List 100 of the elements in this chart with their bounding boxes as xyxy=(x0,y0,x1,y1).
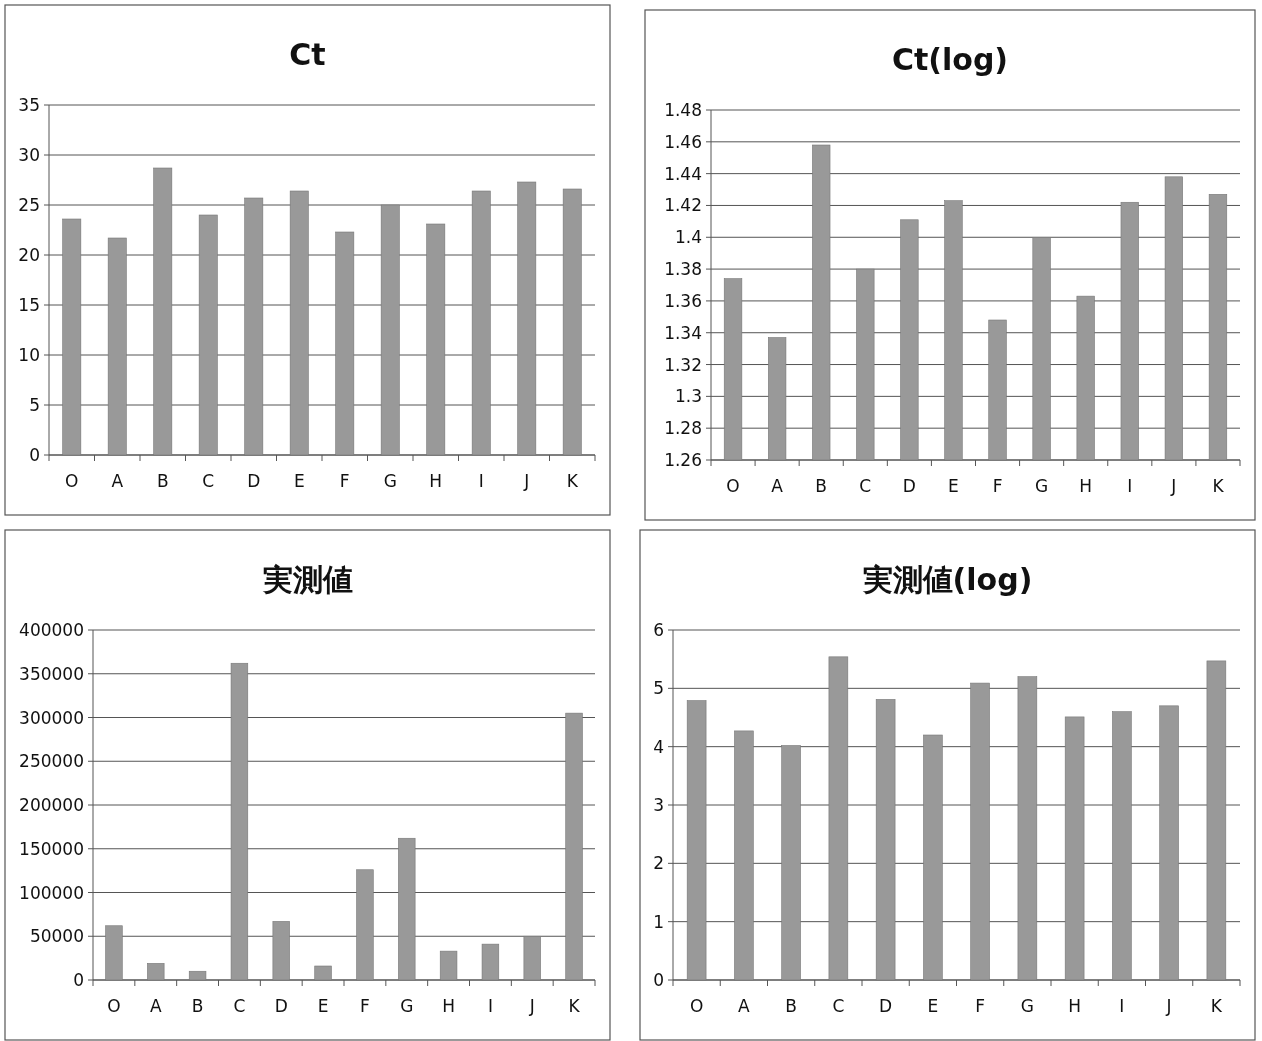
bar xyxy=(481,943,500,981)
y-tick-label: 25 xyxy=(18,195,40,215)
y-tick-label: 1.44 xyxy=(664,163,702,184)
x-tick-label: I xyxy=(1119,996,1125,1016)
y-tick-label: 1.26 xyxy=(664,450,702,470)
x-tick-label: B xyxy=(785,996,797,1016)
bar xyxy=(105,925,123,981)
y-tick-label: 200000 xyxy=(19,795,84,815)
x-tick-label: C xyxy=(832,996,845,1016)
y-tick-label: 1.42 xyxy=(664,195,702,216)
x-tick-label: O xyxy=(65,471,79,491)
y-tick-label: 1.36 xyxy=(664,290,702,311)
bar xyxy=(875,699,896,981)
bar xyxy=(970,682,990,981)
y-tick-label: 350000 xyxy=(19,663,84,684)
chart-title: 実測値 xyxy=(261,562,353,597)
x-tick-label: E xyxy=(948,476,959,496)
x-tick-label: I xyxy=(478,471,484,491)
x-tick-label: J xyxy=(528,996,535,1016)
x-tick-label: F xyxy=(992,476,1003,496)
x-tick-label: E xyxy=(927,996,939,1016)
y-tick-label: 50000 xyxy=(29,926,84,947)
x-tick-label: D xyxy=(274,996,288,1016)
bar xyxy=(314,965,332,981)
bar xyxy=(188,970,207,981)
x-tick-label: H xyxy=(1068,996,1082,1016)
bar xyxy=(1064,716,1085,981)
x-tick-label: C xyxy=(859,476,872,496)
bar xyxy=(356,869,374,981)
y-tick-label: 5 xyxy=(653,678,664,699)
y-tick-label: 30 xyxy=(18,145,40,165)
bar xyxy=(923,734,943,981)
bar xyxy=(562,188,582,456)
y-tick-label: 1.48 xyxy=(664,100,702,120)
bar xyxy=(426,223,446,456)
x-tick-label: D xyxy=(902,476,916,496)
y-tick-label: 0 xyxy=(73,970,84,990)
y-tick-label: 1 xyxy=(653,911,664,932)
x-tick-label: J xyxy=(1170,476,1177,496)
y-tick-label: 1.32 xyxy=(664,354,702,375)
bar xyxy=(272,921,290,981)
y-tick-label: 15 xyxy=(18,295,40,315)
bar xyxy=(147,963,165,981)
y-tick-label: 20 xyxy=(18,245,40,265)
x-tick-label: B xyxy=(156,471,169,491)
x-tick-label: B xyxy=(191,996,204,1016)
x-tick-label: I xyxy=(1127,476,1133,496)
x-tick-label: H xyxy=(1079,476,1093,496)
x-tick-label: C xyxy=(202,471,215,491)
y-tick-label: 1.4 xyxy=(674,227,702,248)
x-tick-label: D xyxy=(879,996,893,1016)
bar xyxy=(686,700,707,981)
y-tick-label: 1.3 xyxy=(674,386,702,407)
y-tick-label: 100000 xyxy=(19,882,84,903)
x-tick-label: C xyxy=(233,996,246,1016)
y-tick-label: 5 xyxy=(29,395,40,415)
x-tick-label: H xyxy=(429,471,443,491)
chart-title: 実測値(log) xyxy=(861,562,1033,597)
bar xyxy=(1017,676,1038,981)
bar xyxy=(107,237,127,456)
y-tick-label: 4 xyxy=(653,736,664,757)
bar xyxy=(523,935,541,981)
x-tick-label: A xyxy=(111,471,124,491)
bar xyxy=(398,837,416,981)
x-tick-label: A xyxy=(738,996,751,1016)
bar xyxy=(1159,705,1179,981)
y-tick-label: 35 xyxy=(18,95,40,115)
bar xyxy=(230,662,249,981)
x-tick-label: G xyxy=(1035,476,1049,496)
chart-title: Ct xyxy=(289,37,326,72)
bar xyxy=(1206,660,1227,981)
y-tick-label: 0 xyxy=(653,970,664,990)
x-tick-label: O xyxy=(107,996,121,1016)
bar xyxy=(439,950,458,981)
x-tick-label: K xyxy=(1212,476,1225,496)
x-tick-label: I xyxy=(487,996,493,1016)
x-tick-label: A xyxy=(149,996,162,1016)
y-tick-label: 250000 xyxy=(19,751,84,772)
y-tick-label: 0 xyxy=(29,445,40,465)
y-tick-label: 400000 xyxy=(19,620,84,640)
bar xyxy=(565,712,583,981)
x-tick-label: E xyxy=(317,996,329,1016)
x-tick-label: J xyxy=(1165,996,1172,1016)
bar xyxy=(62,218,82,456)
x-tick-label: B xyxy=(815,476,828,496)
x-tick-label: K xyxy=(1210,996,1223,1016)
x-tick-label: F xyxy=(339,471,350,491)
y-tick-label: 10 xyxy=(18,345,40,365)
x-tick-label: J xyxy=(523,471,530,491)
x-tick-label: K xyxy=(566,471,579,491)
x-tick-label: F xyxy=(975,996,986,1016)
x-tick-label: O xyxy=(726,476,740,496)
bar xyxy=(244,197,264,456)
x-tick-label: O xyxy=(689,996,704,1016)
bar xyxy=(517,181,537,456)
x-tick-label: H xyxy=(442,996,455,1016)
x-tick-label: A xyxy=(771,476,784,496)
x-tick-label: E xyxy=(293,471,305,491)
bar xyxy=(335,231,355,456)
y-tick-label: 150000 xyxy=(19,838,84,859)
